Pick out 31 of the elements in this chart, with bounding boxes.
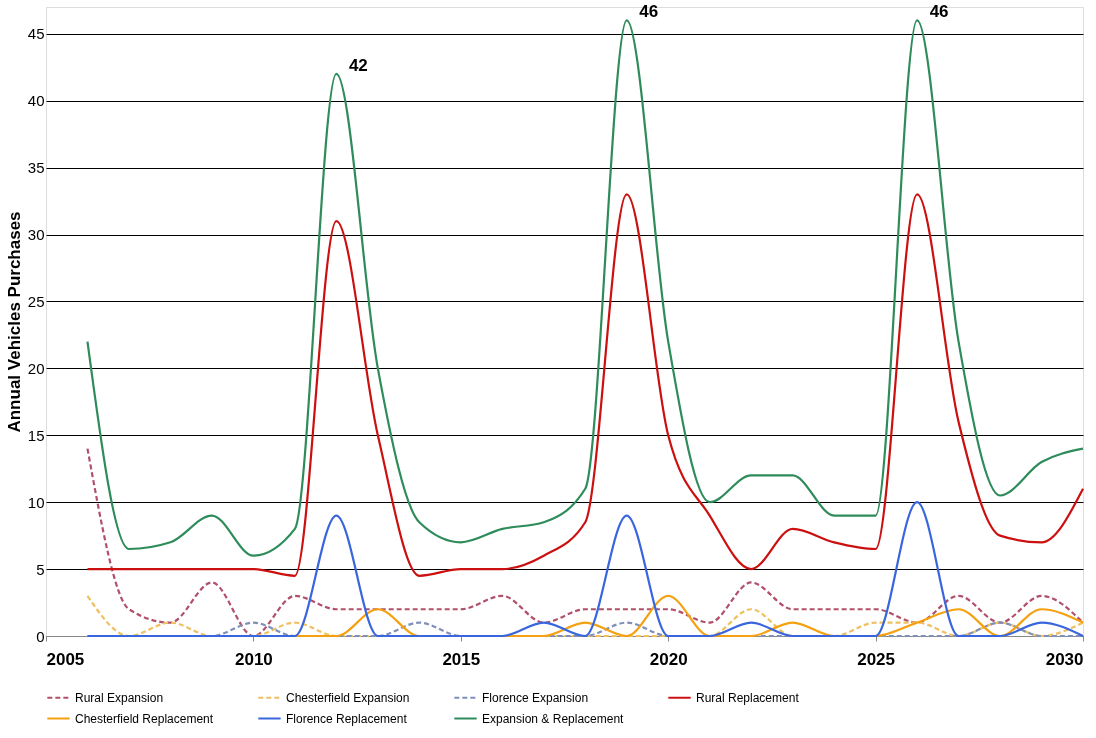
y-tick-label: 15 (27, 426, 45, 444)
y-axis-title: Annual Vehicles Purchases (4, 211, 24, 433)
annotation: 42 (348, 55, 368, 75)
y-tick-label: 40 (27, 92, 45, 110)
legend-label: Expansion & Replacement (482, 711, 625, 726)
y-tick-label: 45 (27, 25, 45, 43)
line-series (86, 19, 1085, 557)
legend-label: Chesterfield Expansion (286, 690, 410, 705)
x-tick-label: 2010 (234, 649, 273, 669)
x-tick-label: 2005 (46, 649, 85, 669)
legend-label: Florence Expansion (482, 690, 589, 705)
legend-label: Rural Replacement (696, 690, 800, 705)
y-tick-label: 10 (27, 493, 45, 511)
y-tick-label: 5 (36, 560, 45, 578)
y-tick-label: 30 (27, 226, 45, 244)
line-series (86, 193, 1085, 577)
line-series (86, 501, 1085, 638)
legend-label: Chesterfield Replacement (75, 711, 214, 726)
legend-label: Rural Expansion (75, 690, 164, 705)
x-tick-label: 2025 (857, 649, 896, 669)
x-tick-label: 2020 (649, 649, 688, 669)
annotation: 46 (929, 2, 949, 22)
y-tick-label: 35 (27, 159, 45, 177)
x-tick-label: 2015 (442, 649, 481, 669)
legend-label: Florence Replacement (286, 711, 408, 726)
y-tick-label: 25 (27, 292, 45, 310)
y-tick-label: 0 (36, 627, 45, 645)
line-series (86, 447, 1085, 638)
y-tick-label: 20 (27, 359, 45, 377)
annotation: 46 (639, 2, 659, 22)
x-tick-label: 2030 (1045, 649, 1084, 669)
